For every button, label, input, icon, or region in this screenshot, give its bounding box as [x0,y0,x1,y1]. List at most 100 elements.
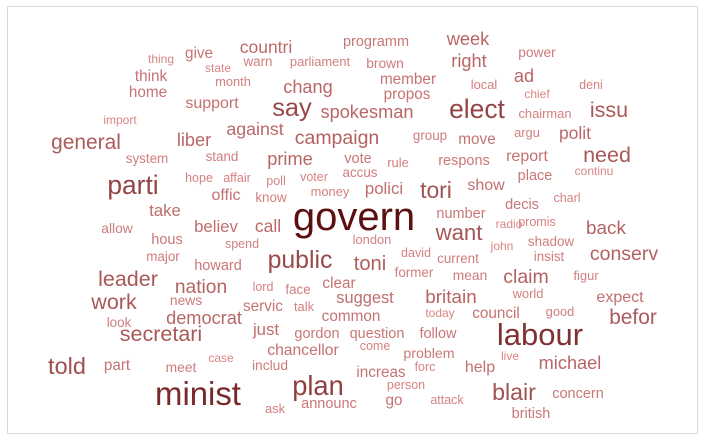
word-help: help [465,359,495,376]
word-issu: issu [590,98,628,122]
word-local: local [471,77,498,92]
word-includ: includ [252,358,288,373]
word-hous: hous [151,232,182,248]
word-britain: britain [425,287,476,308]
word-nation: nation [175,277,227,298]
word-lord: lord [253,280,274,294]
word-conserv: conserv [590,243,659,265]
word-parliament: parliament [290,54,351,69]
word-spokesman: spokesman [320,102,413,122]
word-john: john [490,239,514,253]
word-leader: leader [98,267,158,291]
word-countri: countri [240,37,293,57]
word-deni: deni [579,78,603,92]
word-back: back [586,218,626,239]
word-increas: increas [356,364,406,381]
word-told: told [48,353,86,379]
word-servic: servic [243,298,283,315]
word-just: just [252,320,279,339]
word-chairman: chairman [518,106,571,121]
word-attack: attack [430,393,464,407]
word-prime: prime [267,149,312,169]
word-warn: warn [242,54,272,69]
word-respons: respons [438,153,490,169]
word-vote: vote [344,151,371,167]
word-today: today [425,306,454,320]
word-accus: accus [343,165,378,180]
word-argu: argu [514,125,540,140]
word-believ: believ [194,217,238,236]
word-place: place [518,168,553,184]
word-plan: plan [292,370,344,401]
word-right: right [451,51,486,71]
word-good: good [546,304,575,319]
word-import: import [103,113,137,127]
word-govern: govern [293,195,415,239]
word-current: current [437,251,479,266]
word-brown: brown [366,56,404,71]
word-go: go [385,392,402,409]
word-part: part [104,357,131,374]
word-person: person [387,378,425,392]
word-council: council [472,305,520,322]
word-system: system [126,151,168,166]
word-chief: chief [524,87,550,101]
word-follow: follow [419,326,457,342]
word-toni: toni [354,253,387,275]
word-problem: problem [403,346,454,362]
word-ask: ask [265,401,286,416]
word-befor: befor [609,306,657,329]
word-british: british [512,406,551,422]
word-face: face [285,282,310,297]
word-promis: promis [518,215,556,229]
word-live: live [501,349,519,363]
word-chancellor: chancellor [267,342,339,359]
word-report: report [506,148,548,165]
word-suggest: suggest [336,289,394,307]
word-money: money [311,184,350,199]
word-elect: elect [449,94,505,124]
word-work: work [90,290,137,314]
word-against: against [226,119,283,139]
word-stand: stand [206,149,239,164]
word-question: question [350,326,405,342]
word-blair: blair [492,379,536,405]
word-give: give [185,45,213,62]
word-thing: thing [148,52,174,66]
word-allow: allow [101,221,132,236]
word-london: london [353,232,392,247]
word-major: major [146,249,180,264]
word-decis: decis [505,197,539,213]
word-come: come [360,339,391,353]
word-propos: propos [384,86,431,103]
word-claim: claim [503,266,549,288]
word-week: week [446,29,490,49]
word-continu: continu [575,164,614,178]
word-general: general [51,131,121,154]
word-secretari: secretari [120,322,202,346]
word-month: month [215,74,251,89]
word-liber: liber [177,130,211,150]
word-world: world [512,286,544,301]
chart-frame [7,6,698,434]
word-concern: concern [552,386,604,402]
word-think: think [135,68,168,85]
word-need: need [583,143,631,167]
word-news: news [170,293,202,308]
word-parti: parti [107,170,158,200]
word-labour: labour [497,317,583,352]
word-group: group [413,128,447,143]
word-common: common [322,308,381,325]
word-ad: ad [514,66,534,86]
word-democrat: democrat [166,308,242,328]
word-minist: minist [155,375,241,412]
word-programm: programm [343,34,409,50]
word-number: number [436,206,485,222]
word-polit: polit [559,123,591,143]
word-rule: rule [387,155,409,170]
word-show: show [467,177,505,194]
word-case: case [208,351,234,365]
word-campaign: campaign [295,127,380,149]
word-figur: figur [573,268,599,283]
